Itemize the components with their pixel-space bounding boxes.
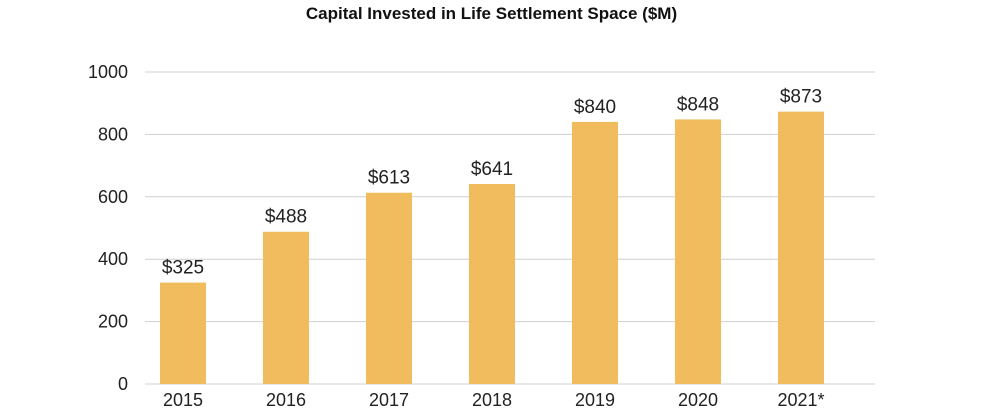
x-tick-label: 2016: [266, 390, 306, 410]
data-label: $848: [677, 94, 719, 115]
x-tick-label: 2018: [472, 390, 512, 410]
chart-title: Capital Invested in Life Settlement Spac…: [305, 4, 678, 23]
bar-2019: [572, 121, 618, 385]
y-tick-label: 400: [98, 249, 128, 269]
data-label: $613: [368, 168, 410, 189]
x-tick-label: 2015: [163, 390, 203, 410]
bar-2015: [160, 282, 206, 384]
x-tick-label: 2020: [678, 390, 718, 410]
bar-2017: [366, 192, 412, 384]
bar-2018: [469, 184, 515, 384]
x-tick-label: 2019: [575, 390, 615, 410]
y-tick-label: 0: [118, 374, 128, 394]
bar-2021: [778, 111, 824, 385]
y-tick-label: 1000: [88, 62, 128, 82]
data-labels: $325 $488 $613 $641 $840 $848 $873: [162, 87, 822, 279]
bar-2016: [263, 231, 309, 384]
x-axis-ticks: 2015 2016 2017 2018 2019 2020 2021*: [163, 390, 825, 410]
data-label: $840: [574, 97, 616, 118]
bar-2020: [675, 119, 721, 384]
data-label: $641: [471, 159, 513, 180]
y-axis-ticks: 0 200 400 600 800 1000: [88, 62, 128, 394]
data-label: $488: [265, 207, 307, 228]
bars: [160, 111, 824, 385]
x-tick-label: 2017: [369, 390, 409, 410]
data-label: $873: [780, 87, 822, 108]
data-label: $325: [162, 258, 204, 279]
y-tick-label: 600: [98, 187, 128, 207]
y-tick-label: 800: [98, 124, 128, 144]
y-tick-label: 200: [98, 312, 128, 332]
x-tick-label: 2021*: [777, 390, 824, 410]
